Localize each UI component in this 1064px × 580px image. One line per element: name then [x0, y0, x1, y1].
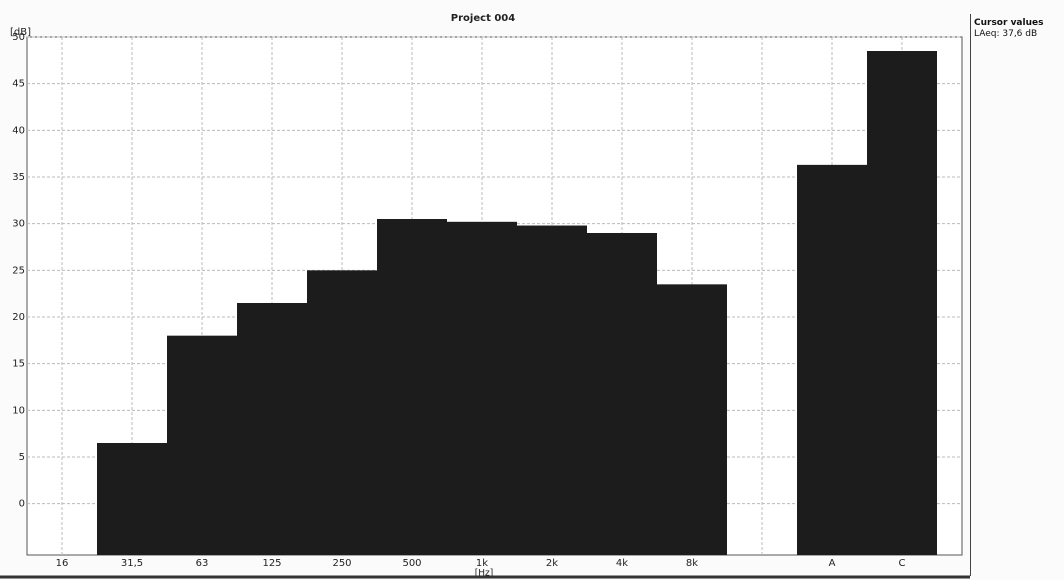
divider — [970, 14, 971, 576]
y-axis-label: [dB] — [10, 27, 31, 38]
y-tick-label: 40 — [12, 125, 25, 136]
y-tick-label: 35 — [12, 172, 25, 183]
y-tick-label: 5 — [19, 452, 25, 463]
y-tick-label: 20 — [12, 312, 25, 323]
bar — [517, 225, 587, 556]
x-tick-label: 1k — [476, 558, 488, 569]
x-tick-label: 250 — [332, 558, 351, 569]
x-tick-label: 8k — [686, 558, 698, 569]
cursor-title: Cursor values — [974, 18, 1044, 28]
bar — [167, 335, 237, 555]
cursor-value: LAeq: 37,6 dB — [974, 29, 1038, 39]
y-tick-label: 15 — [12, 359, 25, 370]
bar — [447, 221, 517, 556]
x-tick-label: 16 — [56, 558, 69, 569]
x-tick-label: 500 — [402, 558, 421, 569]
y-tick-label: 25 — [12, 265, 25, 276]
bar — [237, 303, 307, 555]
chart-title: Project 004 — [451, 13, 515, 24]
bar — [587, 233, 657, 555]
bar — [307, 270, 377, 555]
y-tick-label: 0 — [19, 499, 25, 510]
cursor-panel: Cursor values LAeq: 37,6 dB — [974, 18, 1043, 40]
x-tick-label: 31,5 — [121, 558, 143, 569]
bar — [377, 219, 447, 555]
x-tick-label: 125 — [262, 558, 281, 569]
x-tick-label: 63 — [196, 558, 209, 569]
x-tick-label: 4k — [616, 558, 628, 569]
x-tick-label: 2k — [546, 558, 558, 569]
y-tick-label: 45 — [12, 79, 25, 90]
y-tick-label: 50 — [12, 32, 25, 43]
x-tick-label: A — [829, 558, 836, 569]
y-tick-label: 10 — [12, 405, 25, 416]
chart: Project 004 [dB] [Hz] 0 5 10 15 20 25 30 35 40 45… — [0, 13, 970, 579]
x-tick-label: C — [899, 558, 906, 569]
bar — [97, 443, 167, 555]
bar — [867, 51, 937, 555]
bar — [657, 284, 727, 555]
bar — [797, 164, 867, 555]
x-axis-label: [Hz] — [475, 569, 494, 579]
y-tick-label: 30 — [12, 219, 25, 230]
